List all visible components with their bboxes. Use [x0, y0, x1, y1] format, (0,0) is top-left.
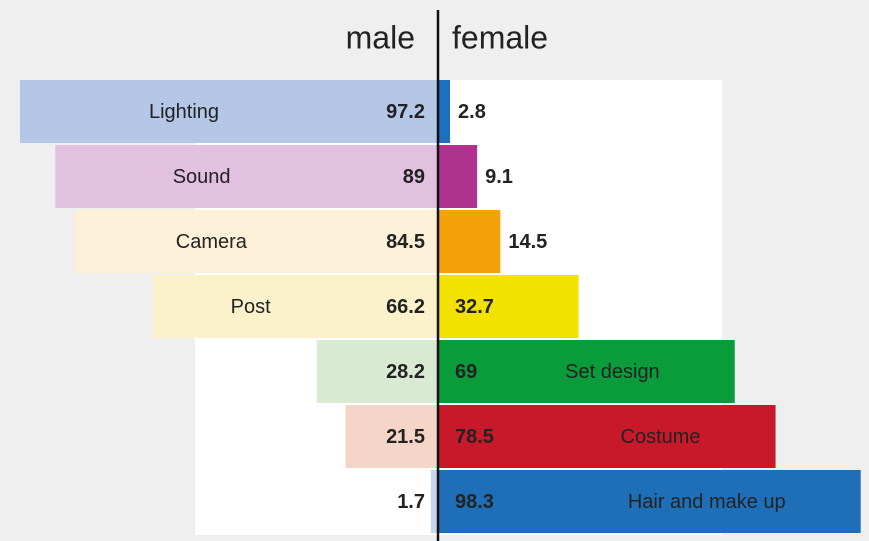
female-bar: [438, 470, 861, 533]
category-label: Hair and make up: [628, 491, 786, 513]
female-value-label: 78.5: [455, 426, 494, 448]
male-bar: [345, 405, 438, 468]
female-value-label: 69: [455, 361, 477, 383]
male-bar: [430, 470, 438, 533]
female-bar: [438, 340, 735, 403]
male-bar: [20, 80, 438, 143]
male-value-label: 84.5: [386, 231, 425, 253]
category-label: Sound: [173, 166, 231, 188]
female-bar: [438, 275, 579, 338]
female-bar: [438, 80, 451, 143]
male-value-label: 21.5: [386, 426, 425, 448]
female-value-label: 98.3: [455, 491, 494, 513]
male-bar: [55, 145, 439, 208]
male-bar: [74, 210, 439, 273]
female-value-label: 32.7: [455, 296, 494, 318]
female-value-label: 9.1: [485, 166, 513, 188]
category-label: Set design: [565, 361, 660, 383]
legend-female: female: [452, 19, 548, 55]
female-bar: [438, 210, 501, 273]
category-label: Camera: [176, 231, 248, 253]
male-bar: [153, 275, 438, 338]
male-value-label: 97.2: [386, 101, 425, 123]
category-label: Post: [231, 296, 271, 318]
category-label: Costume: [621, 426, 701, 448]
female-value-label: 2.8: [458, 101, 486, 123]
male-bar: [316, 340, 438, 403]
legend-male: male: [346, 19, 415, 55]
category-label: Lighting: [149, 101, 219, 123]
male-value-label: 66.2: [386, 296, 425, 318]
female-bar: [438, 145, 478, 208]
female-bar: [438, 405, 776, 468]
female-value-label: 14.5: [508, 231, 547, 253]
male-value-label: 28.2: [386, 361, 425, 383]
male-value-label: 89: [403, 166, 425, 188]
male-value-label: 1.7: [397, 491, 425, 513]
